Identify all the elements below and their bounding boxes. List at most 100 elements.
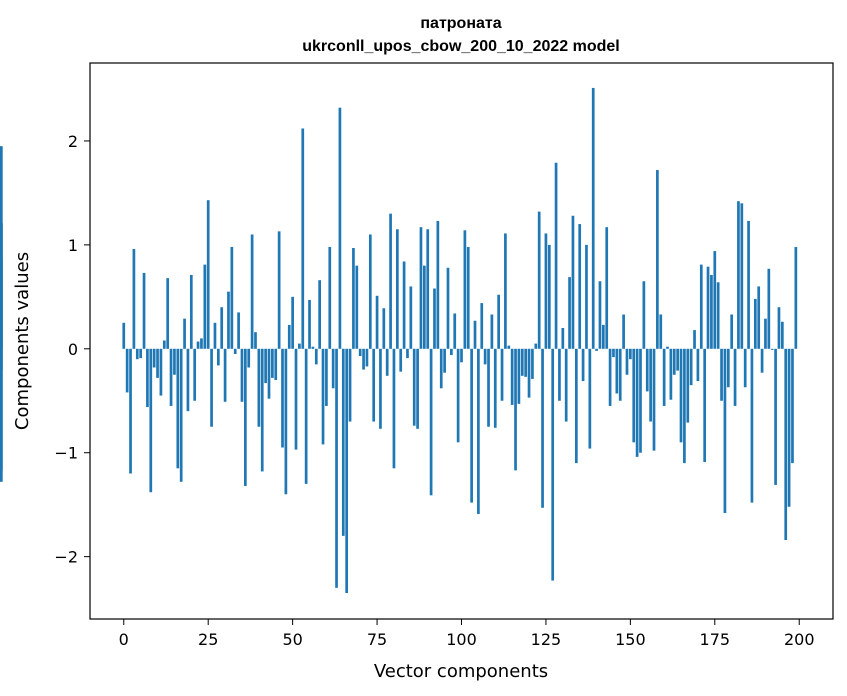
bar xyxy=(629,348,632,360)
x-axis-label: Vector components xyxy=(374,661,548,682)
bar xyxy=(764,318,767,349)
bar xyxy=(365,348,369,367)
bar xyxy=(601,324,605,349)
bar xyxy=(416,348,419,429)
bar xyxy=(274,348,278,380)
bar xyxy=(784,348,788,541)
bar xyxy=(453,313,457,349)
bar xyxy=(696,348,700,382)
bar xyxy=(402,261,406,349)
bar xyxy=(656,170,659,349)
bar xyxy=(737,201,740,349)
bar xyxy=(551,348,555,581)
bar xyxy=(716,282,720,349)
bar xyxy=(463,230,467,349)
bar xyxy=(659,314,663,349)
bar xyxy=(770,348,774,350)
bar xyxy=(578,224,582,349)
bar xyxy=(156,348,159,378)
bar xyxy=(277,231,281,349)
bar xyxy=(240,348,244,402)
bar xyxy=(352,247,355,349)
bar xyxy=(699,264,703,349)
bar xyxy=(504,233,507,349)
bar xyxy=(713,251,717,349)
bar xyxy=(341,348,345,536)
bar xyxy=(689,348,693,386)
bar xyxy=(645,348,649,392)
x-tick-label: 50 xyxy=(282,630,302,649)
bar xyxy=(490,314,494,349)
bar xyxy=(483,348,487,365)
bar xyxy=(311,346,315,349)
bar xyxy=(149,348,153,493)
bar xyxy=(223,348,227,402)
bar xyxy=(777,307,781,349)
bar xyxy=(612,348,615,358)
bar xyxy=(173,348,176,375)
bar xyxy=(179,348,183,482)
bar xyxy=(395,229,399,349)
y-tick-label: 1 xyxy=(68,236,78,255)
bar xyxy=(399,348,403,372)
bar xyxy=(541,348,544,508)
bar xyxy=(257,348,261,427)
bar xyxy=(429,348,433,496)
bar xyxy=(250,234,254,349)
bar xyxy=(122,322,126,349)
bar xyxy=(392,348,396,469)
bar xyxy=(733,348,737,406)
bar xyxy=(693,330,696,349)
bar xyxy=(125,348,129,393)
bar xyxy=(233,348,237,354)
bar xyxy=(358,348,362,357)
bar xyxy=(385,348,389,376)
bar xyxy=(298,343,301,349)
bar xyxy=(794,246,798,349)
bar xyxy=(176,348,180,469)
bar xyxy=(216,348,220,366)
bar xyxy=(595,348,598,351)
bar xyxy=(379,348,382,429)
bar xyxy=(591,87,595,349)
bar xyxy=(362,348,365,370)
bar xyxy=(368,234,372,349)
bar xyxy=(753,298,757,349)
bar xyxy=(497,294,500,349)
x-tick-label: 125 xyxy=(531,630,562,649)
chart-subtitle: ukrconll_upos_cbow_200_10_2022 model xyxy=(302,38,619,55)
bar xyxy=(787,348,791,507)
bar xyxy=(193,348,197,401)
bar xyxy=(389,213,392,349)
x-tick-label: 25 xyxy=(198,630,218,649)
bar xyxy=(328,246,332,349)
bar xyxy=(585,244,588,349)
bar xyxy=(750,348,754,503)
bar xyxy=(213,322,217,349)
bar xyxy=(544,233,548,349)
bar xyxy=(564,348,568,422)
bar xyxy=(0,348,3,482)
bar xyxy=(281,348,284,448)
bar xyxy=(169,348,173,406)
y-tick-label: 2 xyxy=(68,132,78,151)
bar xyxy=(561,328,565,349)
bar xyxy=(477,348,480,515)
bar xyxy=(730,314,734,349)
bar xyxy=(625,348,629,375)
y-axis-label: Components values xyxy=(12,252,33,430)
bar xyxy=(260,348,264,472)
y-tick-label: −2 xyxy=(54,548,78,567)
bar xyxy=(672,348,676,375)
bar xyxy=(456,348,460,443)
bar xyxy=(571,215,575,349)
bar xyxy=(200,338,203,349)
bar xyxy=(189,275,193,349)
bar xyxy=(507,345,511,349)
bar xyxy=(446,267,450,349)
bar xyxy=(237,312,240,349)
bar xyxy=(314,348,318,365)
bar xyxy=(767,268,771,349)
bar xyxy=(166,278,170,349)
